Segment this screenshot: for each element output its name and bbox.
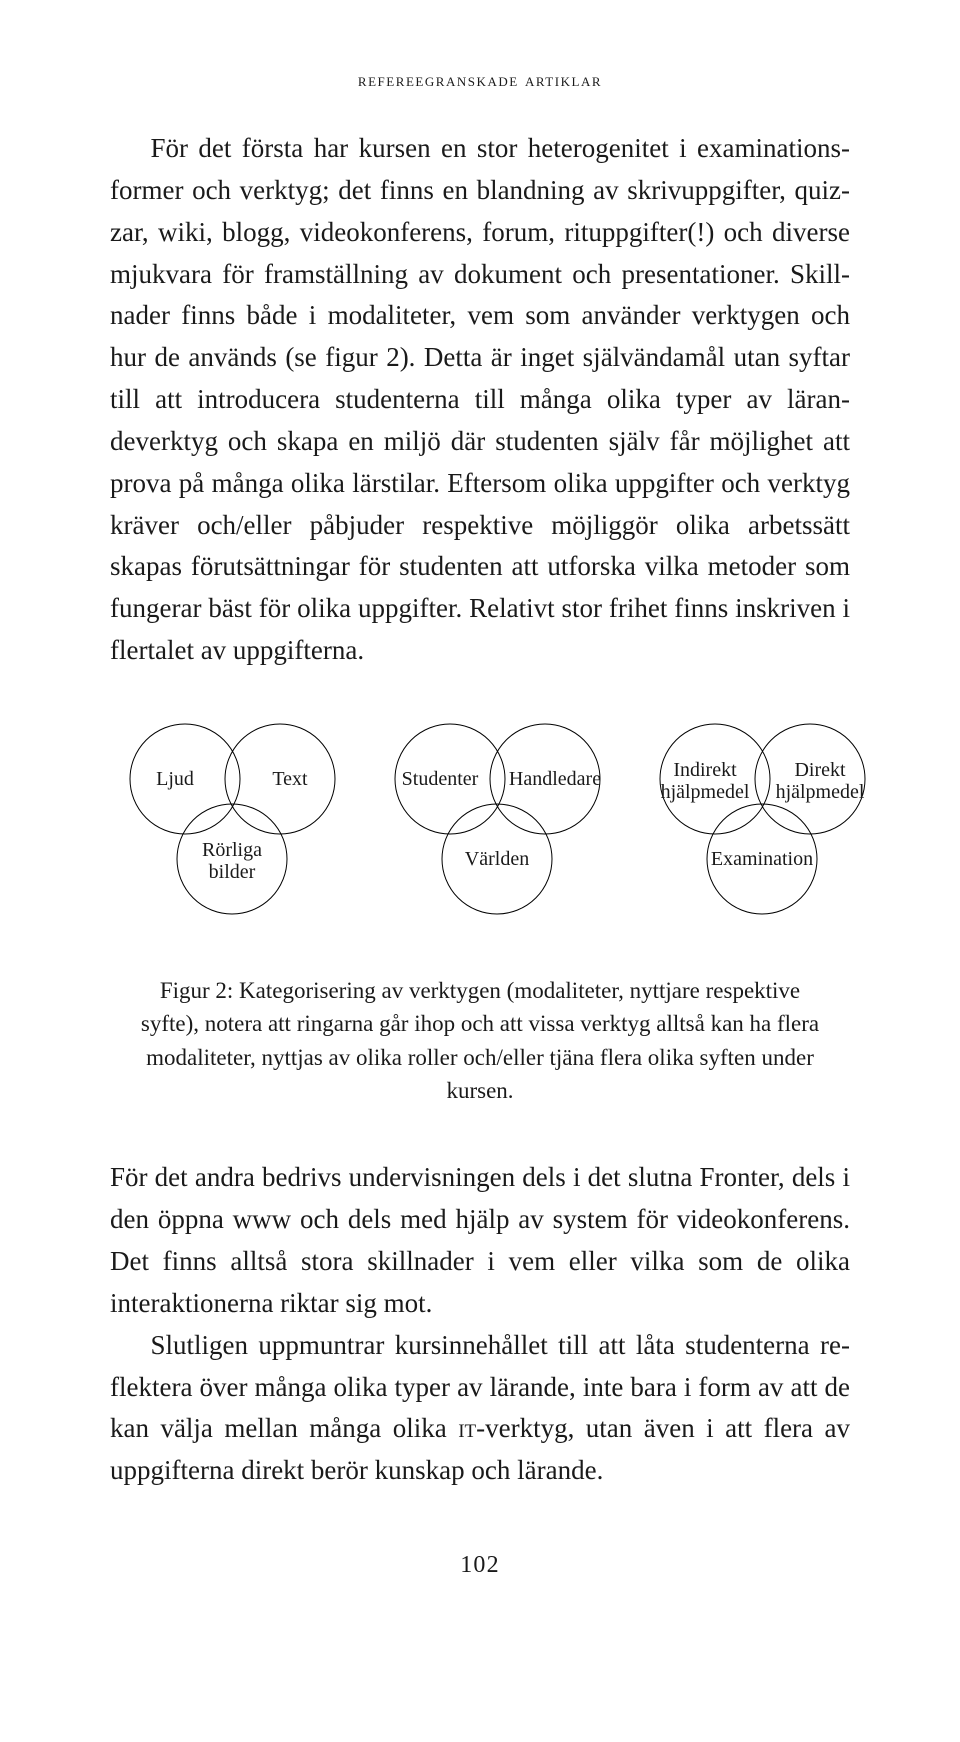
venn-label-tr-0: Text bbox=[272, 768, 308, 790]
figure-caption: Figur 2: Kategorisering av verktygen (mo… bbox=[130, 974, 830, 1107]
venn-label-b-2: Examination bbox=[711, 848, 813, 870]
paragraph-3: Slutligen uppmuntrar kursinnehållet till… bbox=[110, 1325, 850, 1492]
venn-label-b-0: Rörligabilder bbox=[202, 839, 262, 883]
venn-label-b-1: Världen bbox=[465, 848, 529, 870]
paragraph-1: För det första har kursen en stor hetero… bbox=[110, 128, 850, 672]
running-head: refereegranskade artiklar bbox=[110, 70, 850, 92]
venn-group-0: Ljud Text Rörligabilder bbox=[110, 714, 355, 934]
venn-row: Ljud Text Rörligabilder Studenter Handledare… bbox=[110, 714, 850, 934]
venn-group-1: Studenter Handledare Världen bbox=[375, 714, 620, 934]
figure-2: Ljud Text Rörligabilder Studenter Handledare… bbox=[110, 714, 850, 1107]
venn-label-tl-1: Studenter bbox=[402, 768, 479, 790]
venn-label-tr-2: Direkthjälpmedel bbox=[776, 759, 865, 803]
venn-label-tl-0: Ljud bbox=[156, 768, 194, 790]
venn-label-tl-2: Indirekthjälpmedel bbox=[661, 759, 750, 803]
venn-label-tr-1: Handledare bbox=[509, 768, 601, 790]
paragraph-2: För det andra bedrivs undervisningen del… bbox=[110, 1157, 850, 1324]
page-number: 102 bbox=[110, 1552, 850, 1579]
page-container: refereegranskade artiklar För det första… bbox=[0, 0, 960, 1639]
venn-group-2: Indirekthjälpmedel Direkthjälpmedel Examin… bbox=[640, 714, 885, 934]
paragraph-3-it: it bbox=[458, 1413, 476, 1443]
